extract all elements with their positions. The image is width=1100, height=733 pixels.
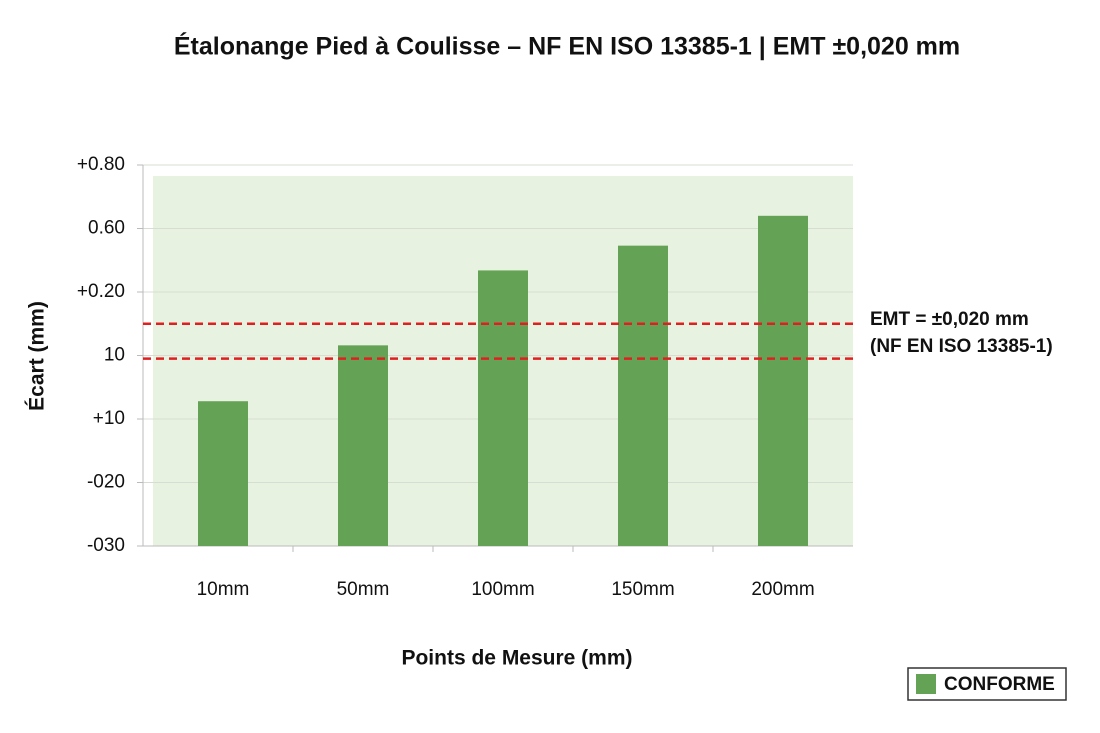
y-tick-label: 0.60 <box>88 218 125 239</box>
y-tick-label: +0.20 <box>77 281 125 302</box>
y-tick-label: -020 <box>87 472 125 493</box>
y-tick-label: -030 <box>87 535 125 556</box>
y-tick-label: +0.80 <box>77 154 125 175</box>
bar <box>338 345 388 546</box>
reference-label: (NF EN ISO 13385-1) <box>870 336 1053 357</box>
x-tick-label: 200mm <box>751 579 814 600</box>
bar <box>478 270 528 546</box>
bar <box>758 215 808 547</box>
reference-label: EMT = ±0,020 mm <box>870 309 1029 330</box>
x-tick-label: 150mm <box>611 579 674 600</box>
bar <box>618 245 668 546</box>
legend-label: CONFORME <box>944 674 1055 695</box>
bar <box>198 401 248 546</box>
x-tick-label: 50mm <box>337 579 390 600</box>
x-axis-label: Points de Mesure (mm) <box>401 647 632 670</box>
y-tick-label: 10 <box>104 345 125 366</box>
x-tick-label: 100mm <box>471 579 534 600</box>
y-tick-label: +10 <box>93 408 125 429</box>
x-tick-label: 10mm <box>197 579 250 600</box>
legend-swatch <box>916 674 936 694</box>
y-axis-label: Écart (mm) <box>26 301 49 411</box>
chart-title: Étalonange Pied à Coulisse – NF EN ISO 1… <box>174 32 960 61</box>
